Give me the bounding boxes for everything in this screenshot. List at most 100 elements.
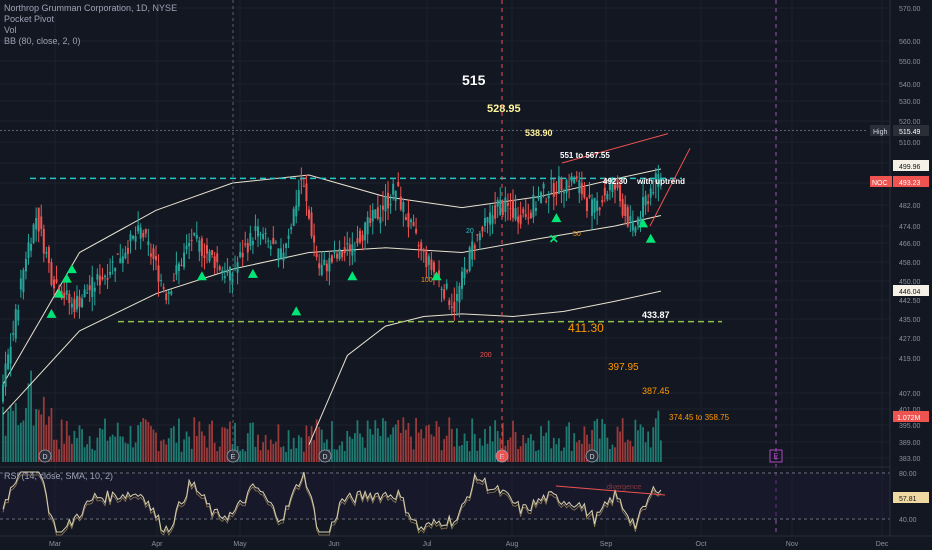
candle-body xyxy=(86,292,89,294)
volume-bar xyxy=(254,446,257,462)
candle-body xyxy=(631,220,634,231)
candle-body xyxy=(585,197,588,212)
volume-bar xyxy=(583,426,586,462)
candle-body xyxy=(527,217,530,219)
candle-body xyxy=(575,176,578,179)
candle-body xyxy=(88,285,91,291)
candle-body xyxy=(290,227,293,230)
legend-volume[interactable]: Vol xyxy=(4,25,17,35)
volume-bar xyxy=(445,435,448,462)
volume-bar xyxy=(438,426,440,462)
rsi-legend[interactable]: RSI (14, close, SMA, 10, 2) xyxy=(4,471,114,481)
volume-bar xyxy=(150,425,152,462)
candle-body xyxy=(445,283,448,289)
volume-bar xyxy=(160,440,162,462)
volume-bar xyxy=(494,420,497,462)
volume-bar xyxy=(313,440,315,462)
candle-body xyxy=(593,197,596,213)
volume-bar xyxy=(76,437,78,462)
volume-bar xyxy=(603,423,606,462)
volume-bar xyxy=(157,451,160,462)
price-tick-label: 550.00 xyxy=(899,59,921,66)
price-tick-label: 520.00 xyxy=(899,119,921,126)
volume-bar xyxy=(65,421,68,462)
candle-body xyxy=(394,190,397,202)
price-tick-label: 458.00 xyxy=(899,260,921,267)
candle-body xyxy=(642,197,645,217)
candle-body xyxy=(30,243,33,251)
volume-bar xyxy=(121,436,124,462)
volume-bar xyxy=(621,418,624,462)
candle-body xyxy=(506,202,509,206)
chart-legend: Northrop Grumman Corporation, 1D, NYSE P… xyxy=(4,3,177,47)
candle-body xyxy=(657,174,660,187)
candle-body xyxy=(330,255,333,263)
volume-bar xyxy=(529,434,532,462)
candle-body xyxy=(251,241,254,245)
candle-body xyxy=(24,258,27,272)
horizontal-levels xyxy=(0,129,868,323)
volume-bar xyxy=(371,434,374,462)
candle-body xyxy=(228,267,231,281)
candle-body xyxy=(458,286,461,303)
bb-upper-value-box xyxy=(893,160,929,171)
volume-bar xyxy=(609,448,611,462)
volume-bar xyxy=(208,424,211,462)
volume-bar xyxy=(178,418,180,462)
volume-bar xyxy=(458,446,461,462)
candle-body xyxy=(259,233,262,235)
volume-bar xyxy=(78,425,81,462)
volume-bar xyxy=(218,446,221,462)
candle-body xyxy=(269,245,272,250)
annotation-50: 50 xyxy=(573,231,581,238)
volume-bar xyxy=(407,422,410,462)
bb-upper-line xyxy=(2,168,662,385)
legend-pocket-pivot[interactable]: Pocket Pivot xyxy=(4,14,55,24)
volume-bar xyxy=(507,439,509,462)
candle-body xyxy=(494,205,497,219)
candle-body xyxy=(111,261,114,263)
volume-bar xyxy=(267,449,270,462)
volume-bar xyxy=(606,437,609,462)
volume-bar xyxy=(274,441,277,462)
candle-body xyxy=(336,253,339,259)
volume-bar xyxy=(542,436,545,462)
candle-body xyxy=(139,227,142,239)
volume-bar xyxy=(364,447,366,462)
candle-body xyxy=(519,214,522,225)
candle-body xyxy=(550,178,553,180)
candle-body xyxy=(353,249,356,252)
volume-bar xyxy=(68,435,71,462)
rsi-value: 57.81 xyxy=(899,496,917,503)
candle-body xyxy=(279,248,282,259)
volume-bar xyxy=(382,418,384,462)
candle-body xyxy=(78,296,81,308)
candle-body xyxy=(98,275,101,286)
annotation-200: 200 xyxy=(480,352,492,359)
candle-body xyxy=(417,245,420,247)
event-marker-d xyxy=(38,449,52,463)
legend-bollinger[interactable]: BB (80, close, 2, 0) xyxy=(4,36,81,46)
candle-body xyxy=(185,245,188,250)
volume-bar xyxy=(596,418,599,462)
volume-bar xyxy=(119,436,122,462)
candle-body xyxy=(616,179,619,189)
candle-body xyxy=(504,197,507,212)
candle-body xyxy=(348,244,351,252)
annotation-387-45: 387.45 xyxy=(642,386,670,396)
candle-body xyxy=(448,300,451,306)
volume-bar xyxy=(188,436,191,462)
annotation-20: 20 xyxy=(466,228,474,235)
volume-bar xyxy=(17,425,20,462)
candle-body xyxy=(397,181,400,186)
candle-body xyxy=(583,187,586,198)
candle-body xyxy=(501,203,504,216)
candle-body xyxy=(7,354,10,370)
volume-bar xyxy=(229,421,231,462)
volume-bar xyxy=(405,429,407,462)
legend-title[interactable]: Northrop Grumman Corporation, 1D, NYSE xyxy=(4,3,178,13)
volume-bar xyxy=(99,428,101,462)
candle-body xyxy=(392,183,395,195)
volume-bar xyxy=(152,429,155,462)
